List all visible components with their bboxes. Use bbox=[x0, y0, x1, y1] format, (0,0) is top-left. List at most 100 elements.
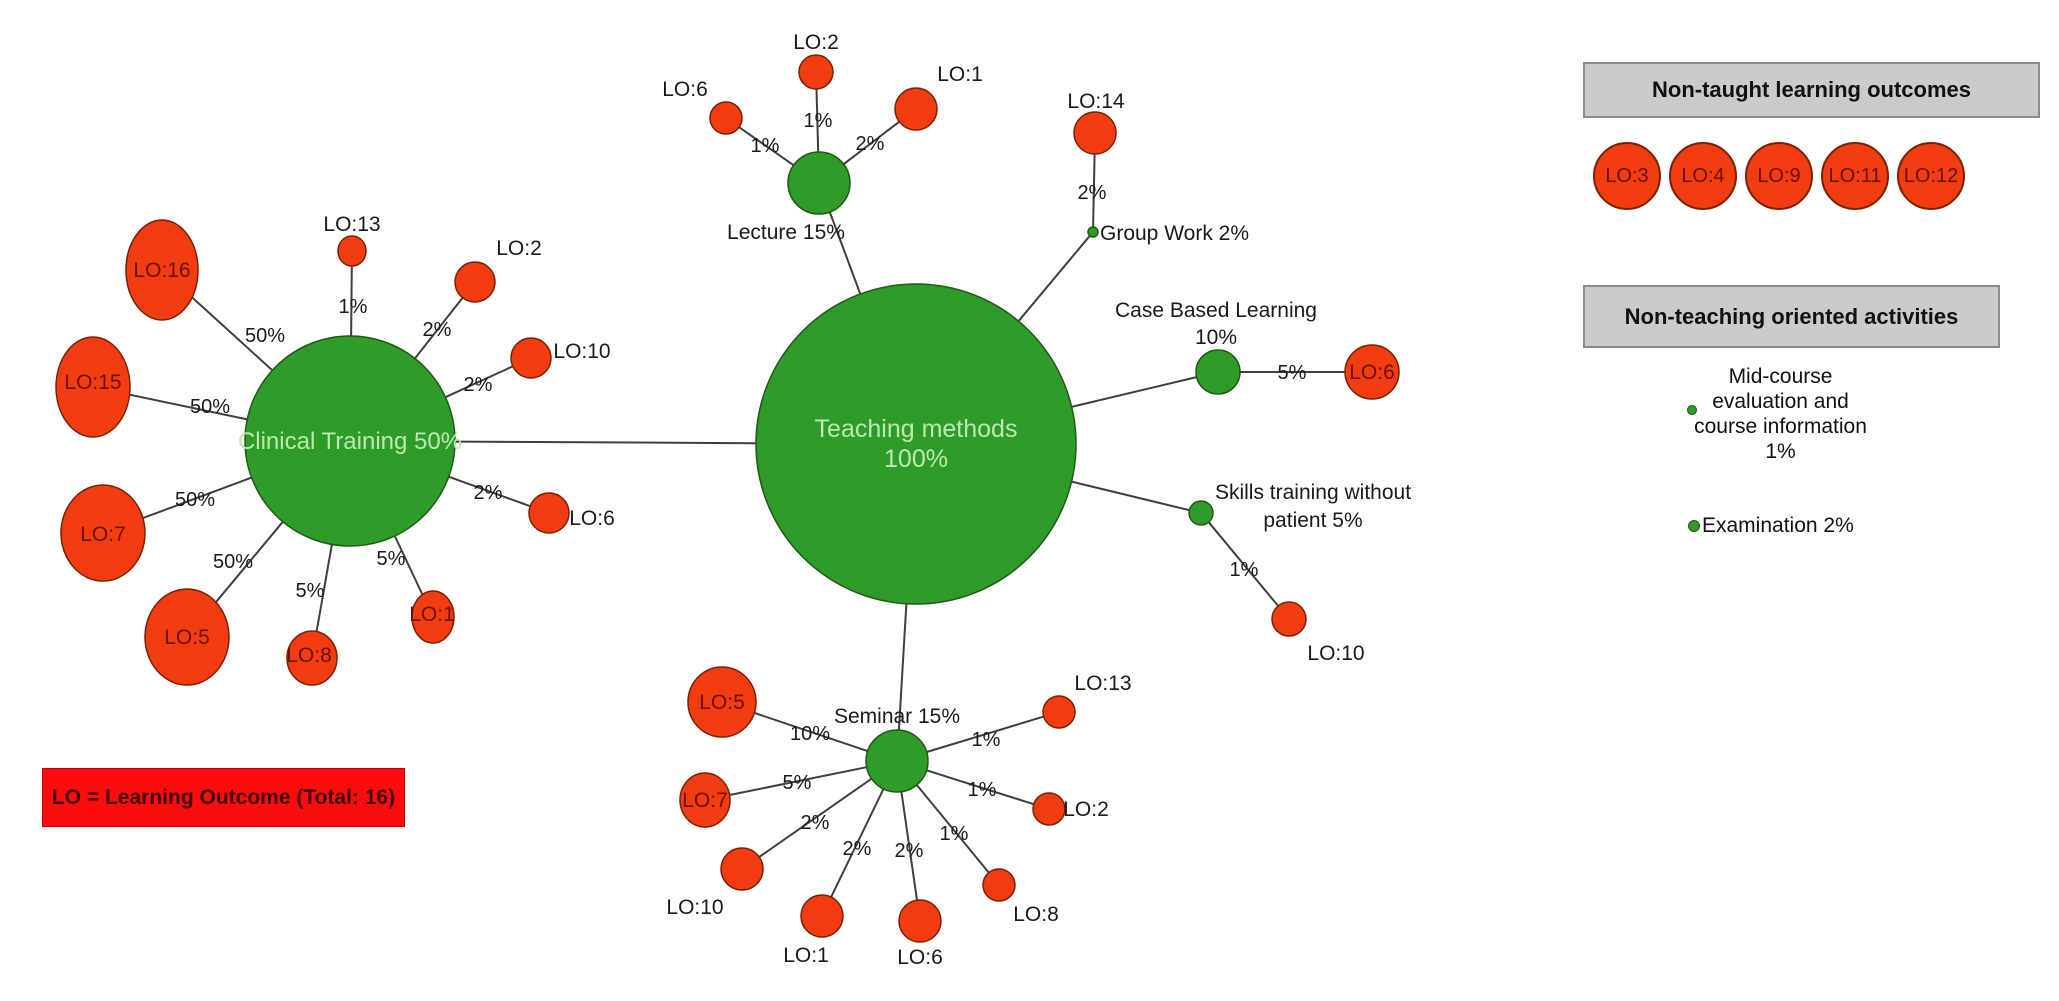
edge-label-skills-sk-lo10: 1% bbox=[1230, 559, 1259, 581]
label-sem-lo10: LO:10 bbox=[666, 896, 723, 919]
node-cbl bbox=[1195, 349, 1241, 395]
node-ct-lo13 bbox=[337, 235, 367, 267]
edge-label-clinical-ct-lo8: 5% bbox=[296, 580, 325, 602]
edge-seminar-sem-lo7 bbox=[729, 766, 867, 796]
edge-seminar-sem-lo8 bbox=[915, 784, 990, 874]
edge-clinical-ct-lo10 bbox=[444, 365, 514, 399]
node-sem-lo6 bbox=[898, 899, 942, 943]
node-ct-lo15 bbox=[55, 336, 131, 438]
node-lec-lo6 bbox=[709, 101, 743, 135]
label-sk-lo10: LO:10 bbox=[1307, 642, 1364, 665]
edge-label-seminar-sem-lo1: 2% bbox=[843, 838, 872, 860]
edge-seminar-sem-lo5 bbox=[753, 711, 868, 753]
non-taught-title: Non-taught learning outcomes bbox=[1652, 77, 1971, 102]
examination-node-dot bbox=[1688, 520, 1700, 532]
label-sem-lo13: LO:13 bbox=[1074, 672, 1131, 695]
edge-label-clinical-ct-lo10: 2% bbox=[464, 374, 493, 396]
label-ct-lo13: LO:13 bbox=[323, 213, 380, 236]
label-clinical: Clinical Training 50% bbox=[238, 428, 462, 455]
node-sem-lo5 bbox=[687, 666, 757, 738]
edge-label-seminar-sem-lo7: 5% bbox=[783, 772, 812, 794]
edge-label-seminar-sem-lo10: 2% bbox=[801, 812, 830, 834]
non-taught-lo-circle: LO:11 bbox=[1821, 142, 1889, 210]
edge-label-clinical-ct-lo13: 1% bbox=[339, 296, 368, 318]
edge-label-clinical-ct-lo5: 50% bbox=[213, 551, 253, 573]
label-lec-lo1: LO:1 bbox=[937, 63, 983, 86]
edge-label-clinical-ct-lo1: 5% bbox=[377, 548, 406, 570]
label-ct-lo2: LO:2 bbox=[496, 237, 542, 260]
edge-label-clinical-ct-lo2: 2% bbox=[423, 319, 452, 341]
node-lec-lo1 bbox=[894, 87, 938, 131]
midcourse-line: Mid-course bbox=[1728, 365, 1833, 388]
node-lec-lo2 bbox=[798, 54, 834, 90]
node-ct-lo10 bbox=[510, 337, 552, 379]
node-lecture bbox=[787, 151, 851, 215]
edge-seminar-sem-lo10 bbox=[758, 777, 873, 858]
label-lec-lo2: LO:2 bbox=[793, 31, 839, 54]
node-ct-lo1 bbox=[411, 590, 455, 644]
edge-label-seminar-sem-lo13: 1% bbox=[972, 729, 1001, 751]
node-ct-lo2 bbox=[454, 261, 496, 303]
label-teaching: Teaching methods 100% bbox=[815, 415, 1018, 473]
node-gw-lo14 bbox=[1073, 111, 1117, 155]
edge-lecture-lec-lo6 bbox=[738, 126, 795, 167]
label-ct-lo10: LO:10 bbox=[553, 340, 610, 363]
edge-clinical-ct-lo2 bbox=[414, 297, 464, 360]
edge-clinical-ct-lo5 bbox=[215, 521, 284, 603]
lo-definition-note: LO = Learning Outcome (Total: 16) bbox=[42, 768, 405, 827]
edge-clinical-ct-lo8 bbox=[315, 544, 333, 632]
non-taught-lo-row: LO:3 LO:4 LO:9 LO:11 LO:12 bbox=[1593, 142, 1965, 210]
edge-label-clinical-ct-lo15: 50% bbox=[190, 396, 230, 418]
label-ct-lo5: LO:5 bbox=[164, 626, 210, 649]
node-sem-lo10 bbox=[720, 847, 764, 891]
edge-teaching-seminar bbox=[897, 603, 908, 731]
node-groupwork bbox=[1087, 226, 1099, 238]
midcourse-line: evaluation and bbox=[1712, 390, 1849, 413]
edge-seminar-sem-lo2 bbox=[926, 769, 1035, 806]
label-cbl: Case Based Learning 10% bbox=[1115, 299, 1317, 349]
midcourse-evaluation-label: Mid-course evaluation and course informa… bbox=[1678, 364, 1883, 464]
edge-skills-sk-lo10 bbox=[1207, 521, 1279, 607]
edge-lecture-lec-lo1 bbox=[842, 120, 900, 165]
edge-clinical-ct-lo7 bbox=[142, 476, 252, 520]
edge-label-lecture-lec-lo6: 1% bbox=[751, 135, 780, 157]
edge-teaching-cbl bbox=[1071, 376, 1197, 408]
non-teaching-activities-header: Non-teaching oriented activities bbox=[1583, 285, 2000, 348]
edge-label-seminar-sem-lo6: 2% bbox=[895, 840, 924, 862]
edge-label-seminar-sem-lo2: 1% bbox=[968, 779, 997, 801]
edge-label-lecture-lec-lo1: 2% bbox=[856, 133, 885, 155]
edge-teaching-skills bbox=[1071, 480, 1190, 512]
lo-definition-text: LO = Learning Outcome (Total: 16) bbox=[51, 785, 396, 809]
label-lecture: Lecture 15% bbox=[727, 221, 845, 244]
node-clinical bbox=[244, 335, 456, 547]
label-ct-lo16: LO:16 bbox=[133, 259, 190, 282]
non-taught-lo-circle: LO:9 bbox=[1745, 142, 1813, 210]
node-skills bbox=[1188, 500, 1214, 526]
node-seminar bbox=[865, 729, 929, 793]
midcourse-line: course information bbox=[1694, 415, 1867, 438]
edge-label-clinical-ct-lo6: 2% bbox=[474, 482, 503, 504]
label-skills: Skills training without patient 5% bbox=[1215, 481, 1411, 532]
edge-label-cbl-cbl-lo6: 5% bbox=[1278, 362, 1307, 384]
node-sem-lo1 bbox=[800, 894, 844, 938]
edge-clinical-ct-lo13 bbox=[350, 265, 353, 337]
label-seminar: Seminar 15% bbox=[834, 705, 960, 728]
edge-teaching-lecture bbox=[828, 211, 862, 295]
midcourse-line: 1% bbox=[1765, 440, 1796, 463]
label-ct-lo7: LO:7 bbox=[80, 523, 126, 546]
examination-label: Examination 2% bbox=[1702, 514, 1854, 537]
edge-seminar-sem-lo6 bbox=[900, 791, 918, 901]
node-ct-lo5 bbox=[144, 588, 230, 686]
edge-label-clinical-ct-lo16: 50% bbox=[245, 325, 285, 347]
non-taught-learning-outcomes-header: Non-taught learning outcomes bbox=[1583, 62, 2040, 118]
label-sem-lo8: LO:8 bbox=[1013, 903, 1059, 926]
non-taught-lo-circle: LO:12 bbox=[1897, 142, 1965, 210]
midcourse-node-dot bbox=[1687, 405, 1697, 415]
node-sem-lo8 bbox=[982, 868, 1016, 902]
label-sem-lo6: LO:6 bbox=[897, 946, 943, 969]
edge-clinical-ct-lo6 bbox=[448, 475, 531, 508]
node-ct-lo8 bbox=[286, 630, 338, 686]
edge-seminar-sem-lo1 bbox=[830, 788, 885, 898]
